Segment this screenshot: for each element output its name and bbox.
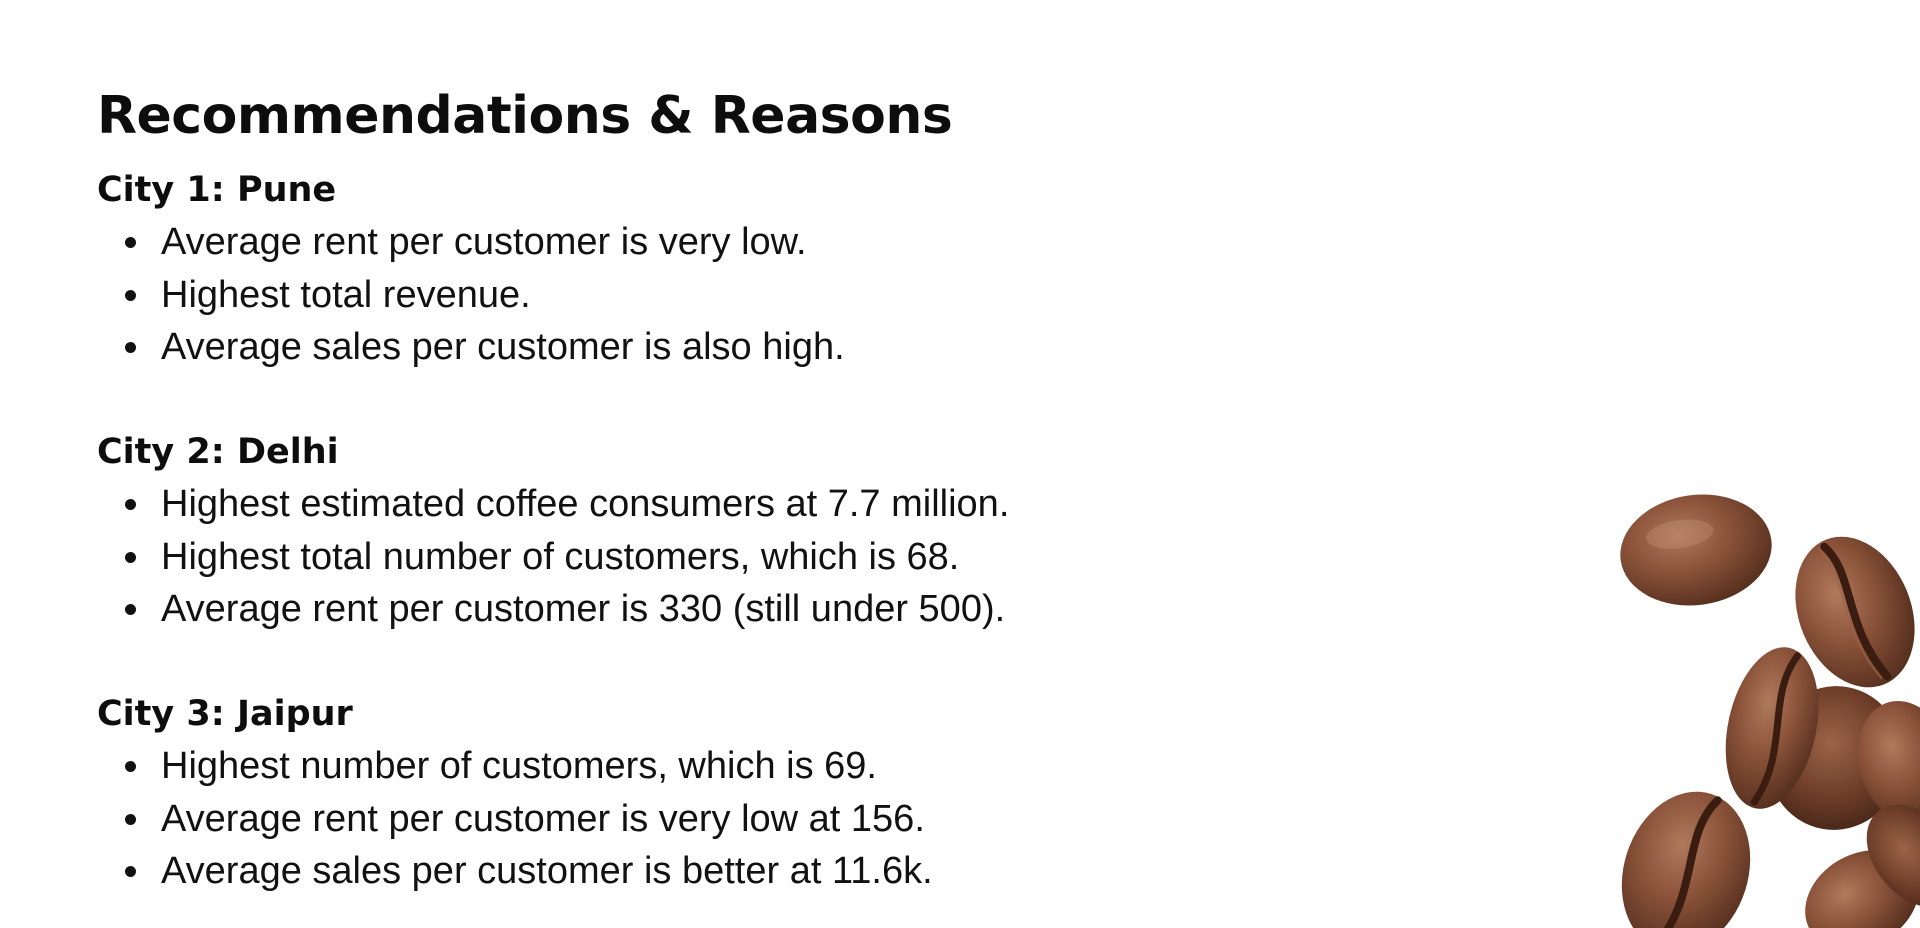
city-section-pune: City 1: Pune Average rent per customer i… bbox=[97, 164, 845, 374]
list-item: Highest estimated coffee consumers at 7.… bbox=[97, 478, 1009, 531]
bullet-list: Highest estimated coffee consumers at 7.… bbox=[97, 478, 1009, 636]
coffee-bean bbox=[1766, 686, 1904, 830]
bullet-icon bbox=[125, 761, 136, 772]
bullet-icon bbox=[125, 866, 136, 877]
bullet-icon bbox=[125, 289, 136, 301]
city-section-jaipur: City 3: Jaipur Highest number of custome… bbox=[97, 688, 933, 898]
coffee-bean bbox=[1805, 850, 1919, 928]
coffee-bean bbox=[1795, 536, 1915, 688]
bullet-icon bbox=[125, 237, 136, 248]
list-item: Average sales per customer is also high. bbox=[97, 321, 845, 374]
bullet-text: Highest number of customers, which is 69… bbox=[161, 745, 877, 787]
bullet-text: Highest estimated coffee consumers at 7.… bbox=[161, 483, 1010, 525]
bullet-icon bbox=[125, 342, 136, 353]
bullet-list: Highest number of customers, which is 69… bbox=[97, 740, 933, 898]
coffee-bean bbox=[1857, 700, 1920, 824]
bullet-text: Average sales per customer is better at … bbox=[161, 850, 933, 892]
city-heading: City 3: Jaipur bbox=[97, 694, 353, 734]
list-item: Average rent per customer is very low. bbox=[97, 216, 845, 269]
bullet-text: Average rent per customer is very low. bbox=[161, 221, 807, 263]
bullet-icon bbox=[125, 604, 136, 615]
bullet-text: Highest total revenue. bbox=[161, 273, 531, 316]
list-item: Average rent per customer is very low at… bbox=[97, 793, 933, 846]
page-title: Recommendations & Reasons bbox=[97, 86, 953, 146]
city-heading: City 2: Delhi bbox=[97, 432, 339, 472]
coffee-bean bbox=[1725, 647, 1819, 809]
bullet-icon bbox=[125, 499, 136, 510]
bullet-list: Average rent per customer is very low. H… bbox=[97, 216, 845, 374]
bullet-text: Average sales per customer is also high. bbox=[161, 326, 845, 368]
list-item: Highest number of customers, which is 69… bbox=[97, 740, 933, 793]
city-section-delhi: City 2: Delhi Highest estimated coffee c… bbox=[97, 426, 1009, 636]
list-item: Average rent per customer is 330 (still … bbox=[97, 583, 1009, 636]
bullet-icon bbox=[125, 813, 136, 825]
coffee-bean bbox=[1620, 494, 1772, 606]
bullet-text: Average rent per customer is very low at… bbox=[161, 797, 925, 840]
list-item: Average sales per customer is better at … bbox=[97, 845, 933, 898]
bullet-text: Average rent per customer is 330 (still … bbox=[161, 588, 1006, 630]
list-item: Highest total revenue. bbox=[97, 269, 845, 322]
bullet-text: Highest total number of customers, which… bbox=[161, 535, 960, 578]
coffee-bean bbox=[1866, 804, 1920, 908]
city-heading: City 1: Pune bbox=[97, 170, 337, 210]
bullet-icon bbox=[125, 551, 136, 563]
coffee-bean bbox=[1621, 791, 1751, 928]
list-item: Highest total number of customers, which… bbox=[97, 531, 1009, 584]
